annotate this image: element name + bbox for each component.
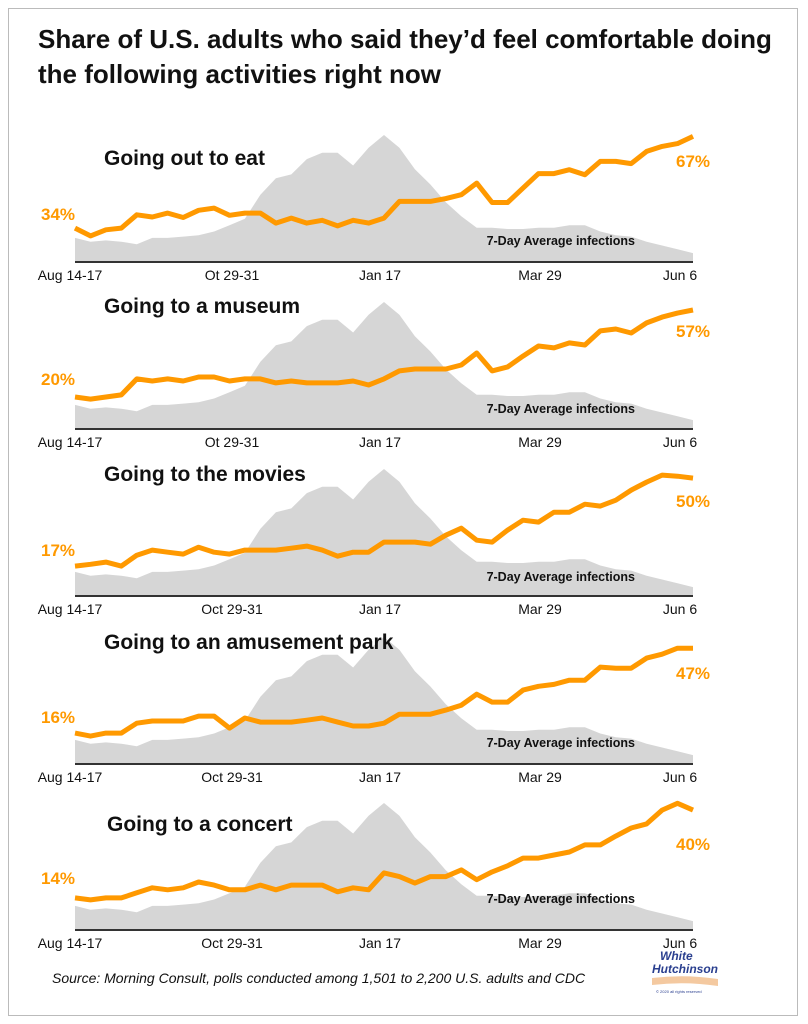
x-tick-label: Jan 17	[359, 769, 401, 785]
x-tick-label: Jun 6	[663, 769, 697, 785]
panel-title: Going to the movies	[104, 463, 306, 486]
chart-title: Share of U.S. adults who said they’d fee…	[38, 24, 772, 89]
start-value-label: 16%	[41, 708, 75, 727]
x-tick-label: Aug 14-17	[38, 769, 103, 785]
x-tick-label: Aug 14-17	[38, 267, 103, 283]
infections-area	[75, 803, 693, 930]
panel-title: Going out to eat	[104, 147, 265, 170]
infections-area	[75, 135, 693, 262]
x-tick-label: Jun 6	[663, 935, 697, 951]
end-value-label: 57%	[676, 322, 710, 341]
infections-label: 7-Day Average infections	[487, 736, 635, 750]
infections-area	[75, 637, 693, 764]
end-value-label: 50%	[676, 492, 710, 511]
infections-label: 7-Day Average infections	[487, 570, 635, 584]
svg-text:Hutchinson: Hutchinson	[652, 962, 718, 976]
panel-title: Going to a concert	[107, 813, 293, 836]
x-tick-label: Jan 17	[359, 935, 401, 951]
infections-area	[75, 302, 693, 429]
infections-label: 7-Day Average infections	[487, 402, 635, 416]
x-tick-label: Mar 29	[518, 601, 562, 617]
x-tick-label: Oct 29-31	[201, 601, 263, 617]
start-value-label: 14%	[41, 869, 75, 888]
x-tick-label: Mar 29	[518, 267, 562, 283]
x-tick-label: Aug 14-17	[38, 601, 103, 617]
x-tick-label: Jan 17	[359, 601, 401, 617]
start-value-label: 34%	[41, 205, 75, 224]
x-tick-label: Oct 29-31	[201, 769, 263, 785]
svg-text:White: White	[660, 949, 693, 963]
end-value-label: 47%	[676, 664, 710, 683]
panel-title: Going to an amusement park	[104, 631, 394, 654]
chart-frame	[8, 8, 798, 1016]
end-value-label: 40%	[676, 835, 710, 854]
x-tick-label: Jun 6	[663, 434, 697, 450]
x-tick-label: Oct 29-31	[201, 935, 263, 951]
source-note: Source: Morning Consult, polls conducted…	[52, 970, 586, 986]
x-tick-label: Ot 29-31	[205, 434, 260, 450]
svg-text:© 2020 all rights reserved: © 2020 all rights reserved	[656, 989, 702, 994]
x-tick-label: Mar 29	[518, 769, 562, 785]
x-tick-label: Jun 6	[663, 601, 697, 617]
x-tick-label: Aug 14-17	[38, 434, 103, 450]
panel-title: Going to a museum	[104, 295, 300, 318]
start-value-label: 20%	[41, 370, 75, 389]
infections-label: 7-Day Average infections	[487, 892, 635, 906]
x-tick-label: Mar 29	[518, 434, 562, 450]
start-value-label: 17%	[41, 541, 75, 560]
x-tick-label: Mar 29	[518, 935, 562, 951]
x-tick-label: Jan 17	[359, 267, 401, 283]
x-tick-label: Jun 6	[663, 267, 697, 283]
x-tick-label: Aug 14-17	[38, 935, 103, 951]
x-tick-label: Jan 17	[359, 434, 401, 450]
infections-label: 7-Day Average infections	[487, 234, 635, 248]
end-value-label: 67%	[676, 152, 710, 171]
infections-area	[75, 469, 693, 596]
white-hutchinson-logo: White Hutchinson © 2020 all rights reser…	[652, 949, 718, 994]
x-tick-label: Ot 29-31	[205, 267, 260, 283]
